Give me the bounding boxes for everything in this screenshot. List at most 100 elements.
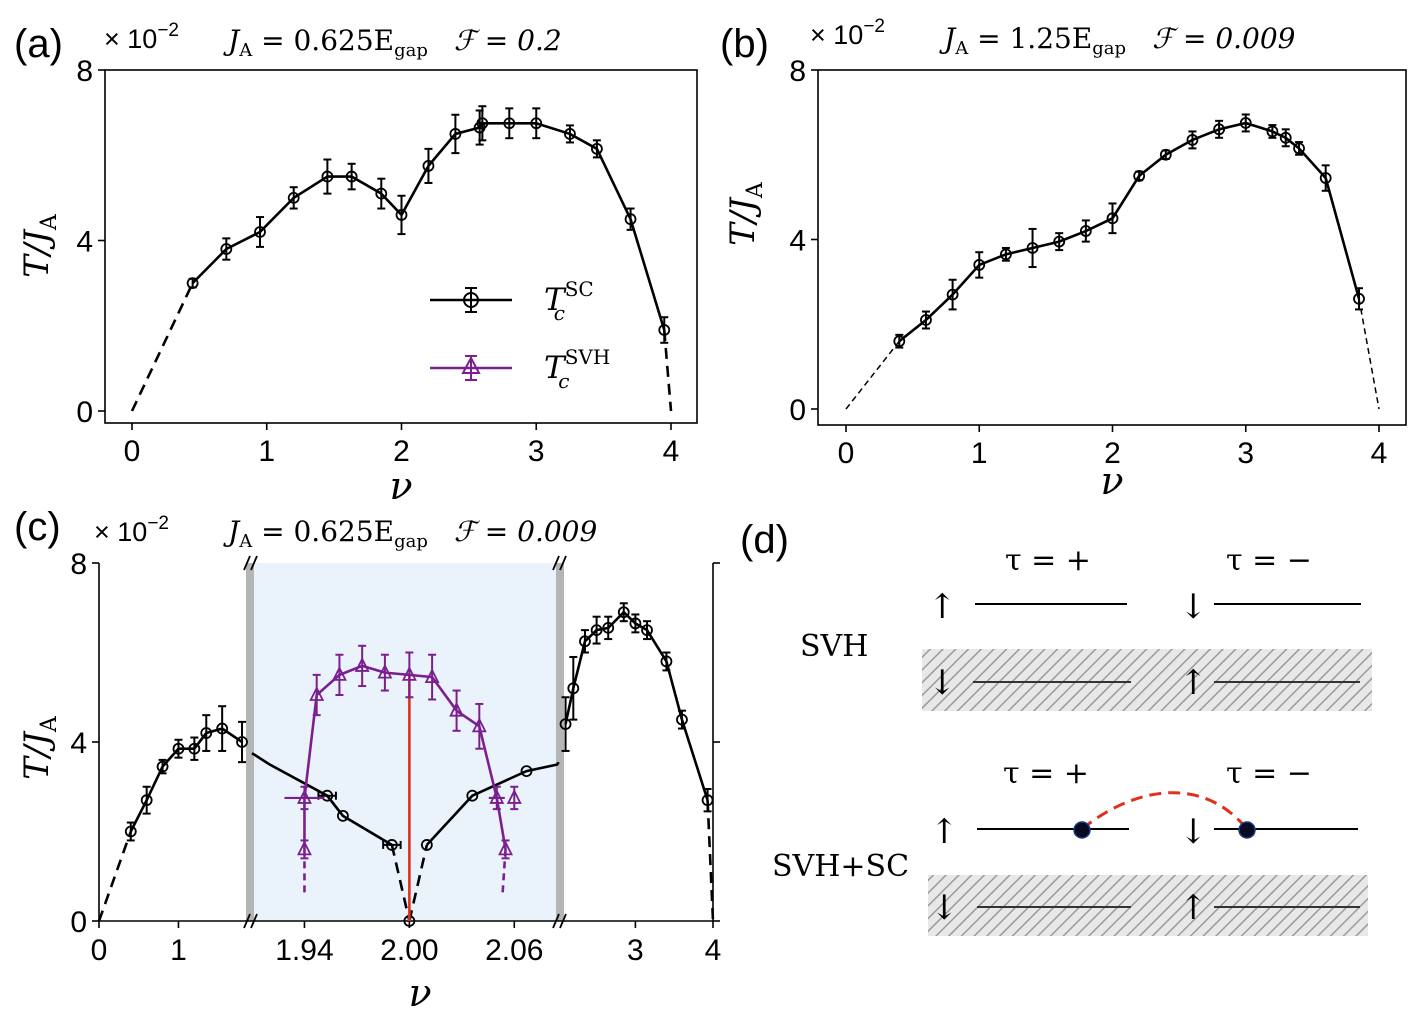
data-point: [297, 840, 312, 856]
svh-filled-region: [922, 649, 1372, 711]
data-point: [1213, 123, 1225, 136]
panel-a-legend: TSC c TSVH c: [430, 277, 610, 393]
svg-text:× 10−2: × 10−2: [810, 16, 885, 50]
data-point: [236, 736, 248, 748]
data-point: [1133, 170, 1146, 182]
data-point: [506, 788, 522, 804]
panel-c-break-bar-right: [556, 563, 564, 921]
data-point: [602, 621, 615, 634]
panel-a-axes-frame: [104, 69, 698, 424]
data-point: [309, 686, 325, 701]
data-point: [140, 794, 153, 807]
x-tick-label: 2.06: [485, 934, 543, 967]
x-tick-label: 3: [627, 934, 644, 967]
panel-b-title: JA = 1.25Egap ℱ = 0.009: [939, 22, 1296, 59]
svh-up-arrow-minus: ↑: [1179, 663, 1208, 703]
data-point: [345, 170, 358, 183]
panel-a-label: (a): [14, 22, 63, 66]
data-point: [1293, 142, 1305, 155]
legend-sc-marker: [463, 292, 479, 308]
data-point: [422, 160, 435, 172]
svh-tail-right: [501, 849, 507, 895]
svhsc-tau-minus: τ = −: [1226, 756, 1312, 791]
data-point: [624, 213, 637, 226]
svhsc-diagram: τ = + τ = − SVH+SC ↑ ↓ ↓ ↑: [772, 756, 1368, 936]
data-point: [1026, 242, 1039, 254]
electron-dot-plus: [1073, 821, 1091, 839]
data-point: [590, 142, 603, 155]
panel-a-title: JA = 0.625Egap ℱ = 0.2: [223, 24, 562, 61]
x-tick-label: 1: [971, 437, 988, 470]
panel-a-ylabel: T/JA: [17, 213, 62, 278]
sc-middle-right-line: [425, 763, 559, 846]
panel-b-ylabel: T/JA: [723, 181, 768, 246]
data-point: [401, 665, 417, 681]
x-tick-label: 1.94: [275, 934, 333, 967]
y-tick-label: 0: [76, 396, 93, 429]
x-tick-label: 4: [663, 435, 680, 468]
panel-c-title: JA = 0.625Egap ℱ = 0.009: [223, 515, 597, 552]
series-line: [129, 727, 243, 833]
extrapolation-right: [706, 800, 715, 922]
data-point: [1353, 292, 1365, 305]
data-point: [321, 789, 334, 802]
data-point: [287, 191, 300, 204]
data-point: [1000, 248, 1012, 261]
data-point: [172, 742, 185, 755]
data-point: [920, 314, 932, 326]
extrapolation-left: [97, 831, 133, 922]
svh-diagram: τ = + τ = − SVH ↑ ↓ ↓ ↑: [800, 543, 1372, 711]
series-line: [564, 610, 709, 801]
panel-a-scale-exp: −2: [157, 20, 179, 41]
data-point: [420, 839, 433, 851]
data-point: [1319, 172, 1332, 184]
data-point: [1106, 212, 1119, 225]
svhsc-down-arrow-minus: ↓: [1179, 812, 1208, 852]
panel-a: (a) × 10−2 JA = 0.625Egap ℱ = 0.2 T/JA ν …: [14, 20, 698, 508]
panel-c-scale-exp: −2: [147, 513, 169, 534]
data-point: [466, 789, 479, 802]
panel-a-ticks: 0 1 2 3 4 0 4 8: [76, 55, 679, 468]
svhsc-filled-region: [928, 875, 1368, 936]
data-point: [449, 128, 462, 140]
y-tick-label: 4: [76, 226, 93, 259]
data-point: [337, 809, 349, 822]
extrapolation-right: [662, 329, 673, 412]
data-point: [220, 243, 233, 255]
data-point: [946, 288, 959, 301]
data-point: [489, 788, 505, 804]
extrapolation-left: [845, 340, 900, 410]
panel-b-plot: [845, 113, 1380, 410]
data-point: [564, 128, 576, 140]
data-point: [321, 170, 334, 183]
data-point: [1159, 148, 1172, 161]
data-point: [520, 765, 533, 777]
data-point: [530, 117, 543, 130]
data-point: [354, 656, 370, 672]
data-point: [973, 259, 986, 271]
data-point: [375, 187, 388, 200]
panel-c-xlabel: ν: [408, 971, 431, 1015]
data-point: [156, 760, 169, 773]
y-tick-label: 4: [789, 225, 806, 258]
legend-svh-label: TSVH c: [544, 345, 610, 393]
data-point: [629, 617, 642, 630]
svh-up-arrow-plus: ↑: [928, 587, 957, 627]
panel-b-scale: × 10: [810, 20, 863, 50]
data-point: [385, 839, 398, 851]
y-tick-label: 8: [76, 55, 93, 88]
panel-c-axis-break-marks: [243, 555, 567, 929]
svhsc-up-arrow-minus: ↑: [1179, 888, 1208, 928]
x-tick-label: 1: [258, 435, 275, 468]
svg-text:× 10−2: × 10−2: [104, 20, 179, 54]
data-point: [503, 117, 516, 130]
y-tick-label: 8: [789, 55, 806, 88]
y-tick-label: 0: [789, 394, 806, 427]
panel-c-plot: [97, 602, 715, 927]
data-point: [471, 717, 487, 733]
x-tick-label: 3: [528, 435, 545, 468]
panel-b-scale-exp: −2: [863, 16, 885, 37]
data-point: [124, 825, 137, 838]
panel-b-ticks: 0 1 2 3 4 0 4 8: [789, 55, 1387, 470]
panel-a-xlabel: ν: [389, 464, 412, 508]
